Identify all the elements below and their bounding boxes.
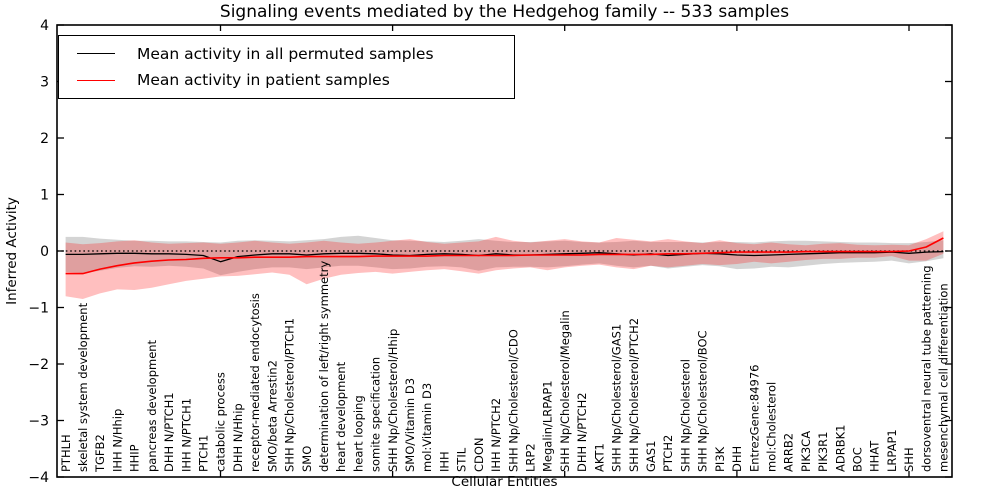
x-category-label: Megalin/LRPAP1 <box>541 380 555 472</box>
patient-std-band <box>65 231 944 299</box>
y-tick-label: 2 <box>40 131 49 147</box>
x-category-label: determination of left/right symmetry <box>317 261 331 472</box>
x-category-label: SMO <box>300 446 314 472</box>
y-tick-label: 3 <box>40 75 49 91</box>
x-category-label: LRP2 <box>524 443 538 472</box>
x-category-label: SHH Np/Cholesterol <box>678 359 692 472</box>
x-category-label: mesenchymal cell differentiation <box>937 283 951 472</box>
x-category-label: SMO/Vitamin D3 <box>403 378 417 472</box>
x-category-label: IHH N/PTCH2 <box>489 398 503 472</box>
x-category-label: pancreas development <box>145 339 159 472</box>
x-category-label: SHH Np/Cholesterol/PTCH2 <box>627 318 641 472</box>
x-category-label: SHH Np/Cholesterol/Hhip <box>386 329 400 472</box>
x-category-label: PIK3R1 <box>816 432 830 473</box>
x-category-label: heart development <box>334 361 348 472</box>
y-tick-label: −1 <box>28 301 49 317</box>
x-category-label: PIK3CA <box>799 431 813 472</box>
x-category-label: DHH <box>730 446 744 472</box>
chart-title: Signaling events mediated by the Hedgeho… <box>219 2 790 22</box>
x-category-label: HHAT <box>868 440 882 472</box>
y-tick-label: −4 <box>28 470 49 486</box>
x-category-label: SHH Np/Cholesterol/GAS1 <box>610 324 624 472</box>
x-category-label: SMO/beta Arrestin2 <box>265 360 279 472</box>
legend: Mean activity in all permuted samples Me… <box>58 35 515 99</box>
y-tick-label: 4 <box>40 18 49 34</box>
x-category-label: DHH N/PTCH1 <box>162 392 176 472</box>
x-category-label: catabolic process <box>214 372 228 472</box>
x-category-label: SHH Np/Cholesterol/Megalin <box>558 310 572 472</box>
x-category-label: PTCH1 <box>197 435 211 472</box>
legend-item-permuted: Mean activity in all permuted samples <box>77 45 514 63</box>
x-category-label: EntrezGene:84976 <box>747 365 761 472</box>
x-category-label: DHH N/Hhip <box>231 403 245 472</box>
x-category-label: AKT1 <box>592 443 606 472</box>
legend-item-patient: Mean activity in patient samples <box>77 71 514 89</box>
legend-item-label: Mean activity in patient samples <box>137 71 390 90</box>
x-category-label: SHH Np/Cholesterol/BOC <box>696 330 710 472</box>
x-category-label: receptor-mediated endocytosis <box>248 293 262 472</box>
legend-line-swatch-red <box>77 79 115 81</box>
x-category-label: IHH <box>438 451 452 472</box>
x-category-label: IHH N/Hhip <box>110 409 124 472</box>
x-category-label: mol:Vitamin D3 <box>420 383 434 472</box>
x-category-label: LRPAP1 <box>885 429 899 472</box>
x-category-label: HHIP <box>128 444 142 472</box>
x-category-label: GAS1 <box>644 441 658 472</box>
x-category-label: PI3K <box>713 446 727 472</box>
x-category-label: mol:Cholesterol <box>765 382 779 472</box>
x-category-label: TGFB2 <box>93 434 107 473</box>
legend-item-label: Mean activity in all permuted samples <box>137 44 434 63</box>
x-category-label: PTCH2 <box>661 435 675 472</box>
x-category-label: SHH Np/Cholesterol/PTCH1 <box>283 318 297 472</box>
x-category-label: SHH <box>902 447 916 472</box>
y-tick-label: −2 <box>28 357 49 373</box>
x-category-label: IHH N/PTCH1 <box>179 398 193 472</box>
x-category-label: PTHLH <box>59 434 73 472</box>
y-tick-label: 0 <box>40 244 49 260</box>
y-tick-label: −3 <box>28 414 49 430</box>
legend-line-swatch-black <box>77 53 115 55</box>
x-category-label: SHH Np/Cholesterol/CDO <box>506 329 520 472</box>
x-category-label: skeletal system development <box>76 302 90 472</box>
x-category-label: somite specification <box>369 357 383 472</box>
y-tick-label: 1 <box>40 188 49 204</box>
x-category-label: heart looping <box>351 395 365 472</box>
x-category-label: dorsoventral neural tube patterning <box>919 265 933 472</box>
x-category-label: ARRB2 <box>782 433 796 472</box>
x-axis-label: Cellular Entities <box>451 474 558 490</box>
x-category-label: ADRBK1 <box>833 425 847 472</box>
x-category-label: CDON <box>472 437 486 472</box>
x-category-label: BOC <box>851 447 865 472</box>
x-category-label: DHH N/PTCH2 <box>575 392 589 472</box>
patient-mean-line <box>65 237 944 275</box>
x-category-label: STIL <box>455 447 469 472</box>
y-axis-label: Inferred Activity <box>4 197 20 305</box>
